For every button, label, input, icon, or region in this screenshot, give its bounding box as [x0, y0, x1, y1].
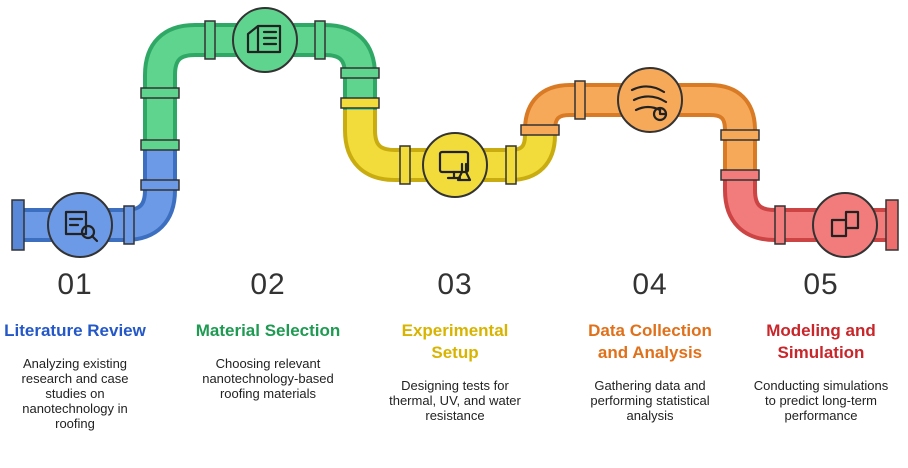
- step-number: 02: [183, 268, 353, 302]
- step-title: Material Selection: [193, 320, 343, 342]
- step-description: Gathering data and performing statistica…: [580, 378, 720, 423]
- step-title: Experimental Setup: [380, 320, 530, 364]
- pipeline-infographic: 01 Literature Review Analyzing existing …: [0, 0, 908, 468]
- step-description: Analyzing existing research and case stu…: [5, 356, 145, 431]
- step: 01 Literature Review Analyzing existing …: [0, 268, 160, 431]
- step: 05 Modeling and Simulation Conducting si…: [736, 268, 906, 423]
- step: 04 Data Collection and Analysis Gatherin…: [565, 268, 735, 423]
- step-number: 01: [0, 268, 160, 302]
- step-title: Modeling and Simulation: [746, 320, 896, 364]
- step-title: Literature Review: [0, 320, 150, 342]
- step-number: 05: [736, 268, 906, 302]
- step-description: Choosing relevant nanotechnology-based r…: [198, 356, 338, 401]
- step-title: Data Collection and Analysis: [575, 320, 725, 364]
- step: 03 Experimental Setup Designing tests fo…: [370, 268, 540, 423]
- step-description: Designing tests for thermal, UV, and wat…: [385, 378, 525, 423]
- step: 02 Material Selection Choosing relevant …: [183, 268, 353, 401]
- step-number: 04: [565, 268, 735, 302]
- pipeline: [0, 0, 908, 268]
- step-number: 03: [370, 268, 540, 302]
- step-description: Conducting simulations to predict long-t…: [751, 378, 891, 423]
